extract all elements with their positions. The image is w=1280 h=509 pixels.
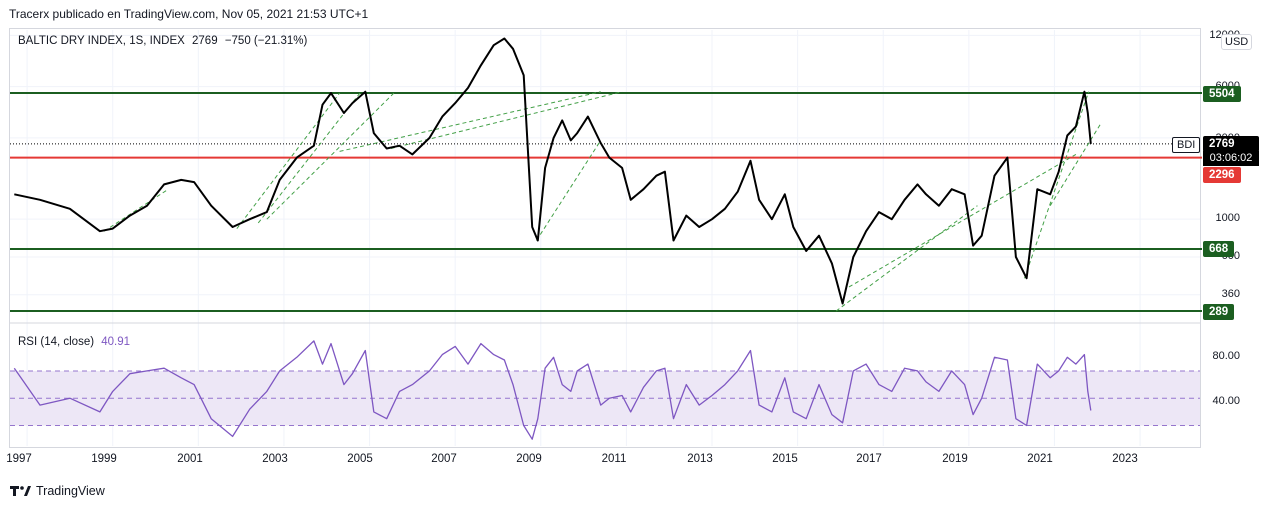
trend-line bbox=[266, 91, 396, 220]
rsi-tick-40: 40.00 bbox=[1212, 395, 1240, 407]
rsi-tick-80: 80.00 bbox=[1212, 350, 1240, 362]
trend-lines bbox=[103, 91, 1102, 312]
time-label: 2023 bbox=[1112, 453, 1138, 465]
publish-info: Tracerx publicado en TradingView.com, No… bbox=[9, 7, 369, 21]
legend-symbol: BALTIC DRY INDEX, 1S, INDEX bbox=[18, 35, 185, 47]
trend-line bbox=[1049, 122, 1102, 206]
horizontal-levels bbox=[10, 92, 1202, 312]
time-label: 1997 bbox=[6, 453, 32, 465]
level-tag-668: 668 bbox=[1203, 241, 1235, 257]
rsi-value: 40.91 bbox=[101, 336, 131, 348]
last-price-tag: 2769 bbox=[1203, 136, 1259, 152]
time-label: 2009 bbox=[516, 453, 542, 465]
rsi-line bbox=[13, 340, 1092, 440]
price-tick-360: 360 bbox=[1221, 288, 1240, 300]
time-label: 2019 bbox=[942, 453, 968, 465]
level-tag-289: 289 bbox=[1203, 304, 1235, 320]
time-label: 2001 bbox=[177, 453, 203, 465]
currency-button[interactable]: USD bbox=[1221, 34, 1253, 50]
time-label: 1999 bbox=[91, 453, 117, 465]
time-label: 2013 bbox=[687, 453, 713, 465]
trend-line bbox=[103, 188, 169, 232]
price-tick-1000: 1000 bbox=[1215, 212, 1240, 224]
main-legend: BALTIC DRY INDEX, 1S, INDEX 2769 −750 (−… bbox=[18, 35, 307, 47]
time-label: 2003 bbox=[262, 453, 288, 465]
trend-line bbox=[848, 153, 1077, 288]
trend-line bbox=[339, 91, 601, 152]
time-label: 2007 bbox=[431, 453, 457, 465]
time-label: 2011 bbox=[601, 453, 627, 465]
time-label: 2015 bbox=[772, 453, 798, 465]
chart-frame bbox=[9, 28, 1201, 448]
time-label: 2021 bbox=[1027, 453, 1053, 465]
rsi-legend: RSI (14, close) 40.91 bbox=[18, 336, 130, 348]
brand-name: TradingView bbox=[36, 484, 105, 498]
trend-line bbox=[835, 205, 978, 312]
level-tag-5504: 5504 bbox=[1203, 86, 1241, 102]
price-line bbox=[14, 37, 1092, 305]
bar-countdown: 03:06:02 bbox=[1203, 151, 1259, 166]
rsi-label: RSI (14, close) bbox=[18, 336, 95, 348]
trend-line bbox=[536, 140, 602, 241]
bdi-badge: BDI bbox=[1172, 137, 1201, 153]
trend-line bbox=[236, 92, 341, 229]
level-tag-2296: 2296 bbox=[1203, 167, 1241, 183]
legend-change: −750 (−21.31%) bbox=[224, 35, 308, 47]
time-label: 2017 bbox=[856, 453, 882, 465]
trend-line bbox=[390, 91, 623, 149]
trend-line bbox=[1024, 91, 1090, 279]
rsi-pane bbox=[10, 340, 1200, 440]
tradingview-logo[interactable]: TradingView bbox=[10, 484, 105, 498]
time-label: 2005 bbox=[347, 453, 373, 465]
tradingview-icon bbox=[10, 486, 31, 496]
price-series bbox=[14, 37, 1092, 305]
legend-last: 2769 bbox=[192, 35, 218, 47]
